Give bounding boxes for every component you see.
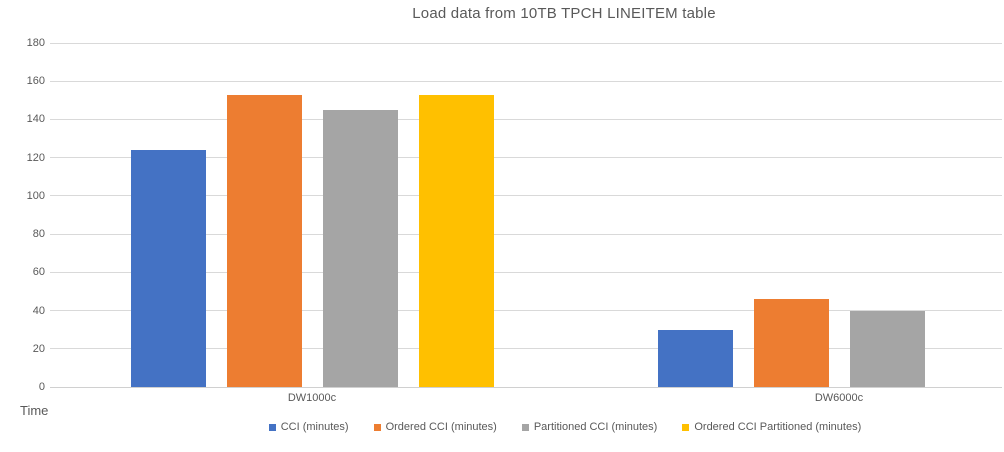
y-tick-label: 120 bbox=[26, 151, 45, 164]
legend-item-partitioned-cci-minutes: Partitioned CCI (minutes) bbox=[521, 421, 658, 433]
legend-label: Partitioned CCI (minutes) bbox=[533, 421, 658, 433]
legend-swatch-icon bbox=[373, 423, 381, 431]
y-tick-label: 160 bbox=[26, 75, 45, 88]
bar-partitioned-cci-minutes-dw1000c bbox=[322, 109, 398, 387]
legend-item-ordered-cci-partitioned-minutes: Ordered CCI Partitioned (minutes) bbox=[682, 421, 861, 433]
gridline bbox=[50, 348, 1002, 350]
gridline bbox=[50, 157, 1002, 159]
x-category-label-dw1000c: DW1000c bbox=[287, 392, 337, 404]
gridline bbox=[50, 310, 1002, 312]
legend-item-cci-minutes: CCI (minutes) bbox=[268, 421, 349, 433]
y-tick-label: 140 bbox=[26, 113, 45, 126]
bar-cci-minutes-dw6000c bbox=[657, 329, 733, 387]
y-tick-label: 100 bbox=[26, 189, 45, 202]
y-tick-label: 60 bbox=[32, 266, 45, 279]
legend-item-ordered-cci-minutes: Ordered CCI (minutes) bbox=[373, 421, 497, 433]
bar-cci-minutes-dw1000c bbox=[130, 150, 206, 387]
legend-swatch-icon bbox=[521, 423, 529, 431]
bar-partitioned-cci-minutes-dw6000c bbox=[849, 310, 925, 387]
legend-label: Ordered CCI Partitioned (minutes) bbox=[694, 421, 862, 433]
bar-ordered-cci-minutes-dw6000c bbox=[753, 299, 829, 387]
legend-swatch-icon bbox=[268, 423, 276, 431]
gridline bbox=[50, 42, 1002, 44]
gridline bbox=[50, 80, 1002, 82]
x-category-label-dw6000c: DW6000c bbox=[814, 392, 864, 404]
y-axis-title: Time bbox=[20, 403, 49, 418]
y-tick-label: 20 bbox=[32, 342, 45, 355]
legend-label: Ordered CCI (minutes) bbox=[385, 421, 497, 433]
y-tick-label: 80 bbox=[32, 228, 45, 241]
chart-title: Load data from 10TB TPCH LINEITEM table bbox=[412, 5, 716, 22]
gridline bbox=[50, 118, 1002, 120]
gridline bbox=[50, 271, 1002, 273]
y-tick-label: 40 bbox=[32, 304, 45, 317]
x-axis-line bbox=[50, 386, 1002, 388]
y-tick-label: 0 bbox=[38, 381, 45, 393]
gridline bbox=[50, 195, 1002, 197]
legend-swatch-icon bbox=[682, 423, 690, 431]
bar-ordered-cci-partitioned-minutes-dw1000c bbox=[418, 94, 494, 387]
y-tick-label: 180 bbox=[26, 37, 45, 49]
gridline bbox=[50, 233, 1002, 235]
legend-label: CCI (minutes) bbox=[280, 421, 349, 433]
legend: CCI (minutes) Ordered CCI (minutes) Partit… bbox=[126, 421, 1004, 433]
bar-ordered-cci-minutes-dw1000c bbox=[226, 94, 302, 387]
